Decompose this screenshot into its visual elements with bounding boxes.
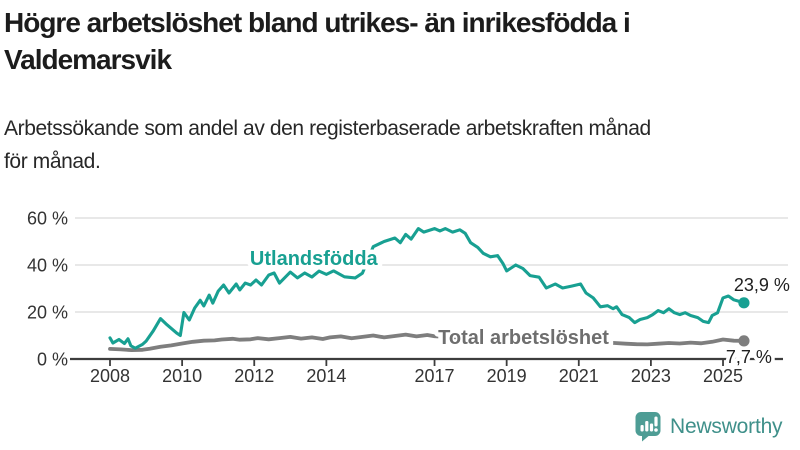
series-label-utlandsf-dda: Utlandsfödda bbox=[250, 248, 379, 270]
end-value-label-utlandsf-dda: 23,9 % bbox=[734, 275, 790, 295]
x-tick-label-2025: 2025 bbox=[703, 366, 743, 386]
x-tick-label-2019: 2019 bbox=[487, 366, 527, 386]
series-line-utlandsf-dda bbox=[108, 227, 746, 350]
x-tick-label-2021: 2021 bbox=[559, 366, 599, 386]
y-tick-label-60: 60 % bbox=[27, 209, 68, 229]
x-tick-label-2008: 2008 bbox=[90, 366, 130, 386]
newsworthy-branding: Newsworthy bbox=[634, 411, 783, 442]
end-dot-utlandsf-dda bbox=[738, 297, 750, 309]
x-tick-label-2023: 2023 bbox=[631, 366, 671, 386]
series-line-total-arbetsl-shet bbox=[108, 332, 746, 353]
y-tick-label-0: 0 % bbox=[37, 350, 68, 370]
end-dot-total-arbetsl-shet bbox=[738, 335, 750, 347]
y-tick-label-20: 20 % bbox=[27, 303, 68, 323]
newsworthy-logo-icon bbox=[635, 412, 661, 442]
x-tick-label-2010: 2010 bbox=[162, 366, 202, 386]
page-title: Högre arbetslöshet bland utrikes- än inr… bbox=[4, 7, 631, 75]
series-label-total-arbetsl-shet: Total arbetslöshet bbox=[438, 327, 609, 349]
newsworthy-logo-text: Newsworthy bbox=[670, 414, 783, 438]
x-tick-label-2014: 2014 bbox=[306, 366, 346, 386]
y-tick-label-40: 40 % bbox=[27, 256, 68, 276]
x-tick-label-2012: 2012 bbox=[234, 366, 274, 386]
x-tick-label-2017: 2017 bbox=[415, 366, 455, 386]
end-value-label-total-arbetsl-shet: 7,7 % bbox=[726, 347, 772, 367]
page-subtitle: Arbetssökande som andel av den registerb… bbox=[4, 117, 651, 173]
